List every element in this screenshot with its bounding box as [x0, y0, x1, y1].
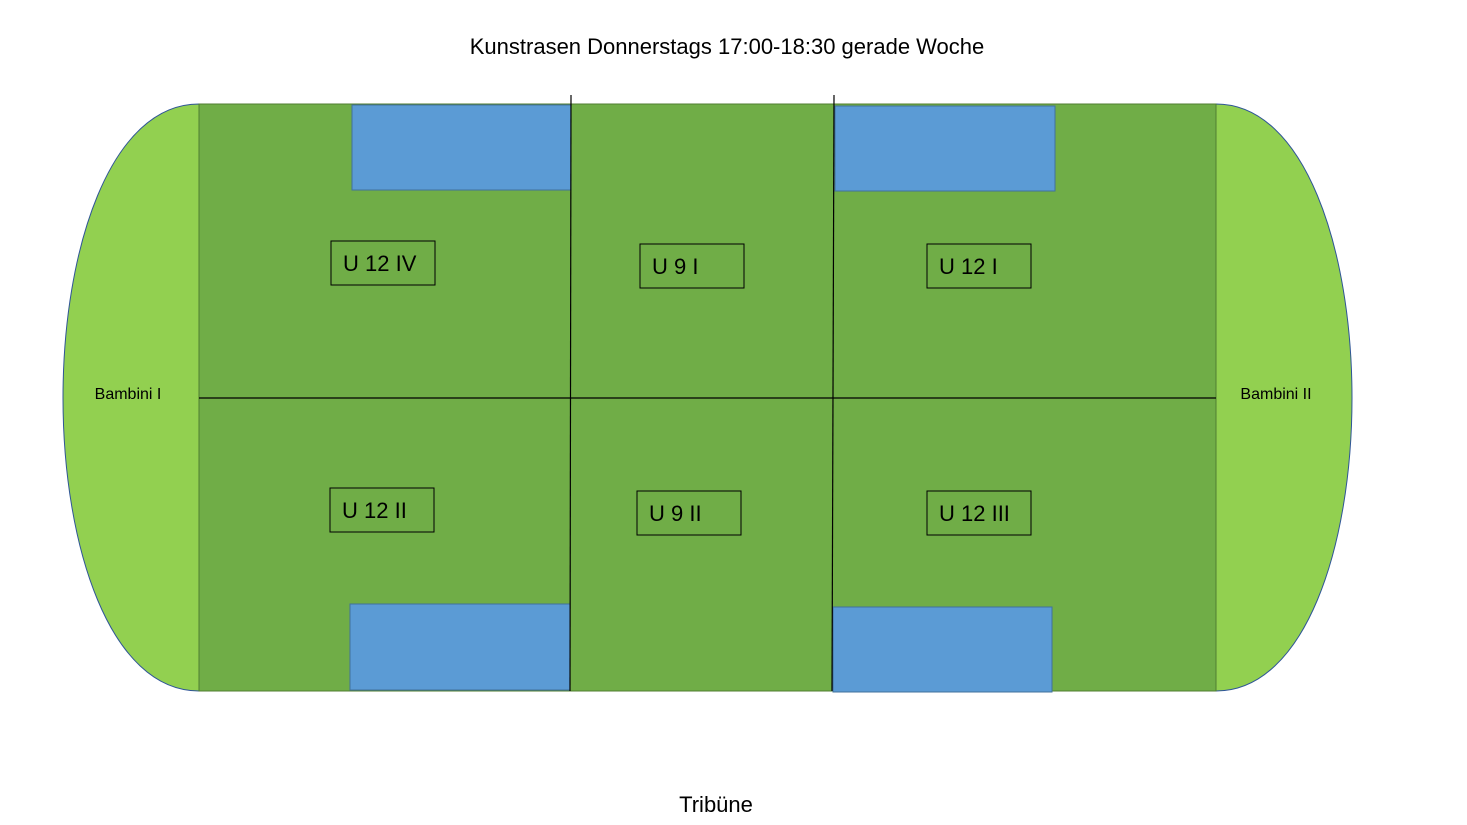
side-area-right	[1215, 103, 1353, 692]
zone-label: U 9 I	[652, 254, 698, 279]
zone-label: U 12 II	[342, 498, 407, 523]
zone-label: U 12 I	[939, 254, 998, 279]
zone-label: U 12 IV	[343, 251, 417, 276]
zone-box	[636, 490, 742, 536]
side-area-left	[62, 103, 200, 692]
goal-area	[351, 104, 572, 191]
zone-box	[639, 243, 745, 289]
goal-area	[834, 105, 1056, 192]
zone-label: U 12 III	[939, 501, 1010, 526]
zone-box	[329, 487, 435, 533]
title: Kunstrasen Donnerstags 17:00-18:30 gerad…	[470, 34, 985, 59]
zone-box	[330, 240, 436, 286]
zone-box	[926, 490, 1032, 536]
divider	[831, 94, 835, 692]
divider	[569, 94, 572, 692]
goal-area	[832, 606, 1053, 693]
zone-box	[926, 243, 1032, 289]
footer: Tribüne	[679, 792, 753, 817]
zone-label: U 9 II	[649, 501, 702, 526]
side-area-label: Bambini II	[1240, 386, 1311, 403]
goal-area	[349, 603, 571, 691]
side-area-label: Bambini I	[95, 386, 162, 403]
